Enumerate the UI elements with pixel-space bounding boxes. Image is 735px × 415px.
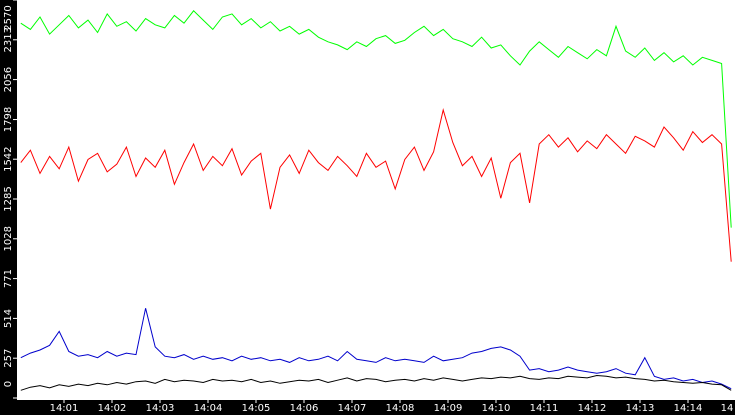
x-tick-label: 14:01 xyxy=(50,403,79,414)
y-tick-label: 514 xyxy=(3,309,14,328)
y-tick-label: 2313 xyxy=(3,27,14,52)
y-tick-label: 2570 xyxy=(3,5,14,30)
x-tick-label: 14:08 xyxy=(386,403,415,414)
y-tick-label: 1285 xyxy=(3,186,14,211)
x-tick-label: 14:03 xyxy=(146,403,175,414)
x-tick-label: 14:05 xyxy=(242,403,271,414)
x-tick-label: 14:14 xyxy=(674,403,703,414)
series-line xyxy=(20,308,732,390)
y-tick-label: 1798 xyxy=(3,107,14,132)
y-tick-label: 1028 xyxy=(3,226,14,251)
x-tick-label: 14:07 xyxy=(338,403,367,414)
x-tick-label: 14:13 xyxy=(626,403,655,414)
x-tick-label: 14:11 xyxy=(530,403,559,414)
x-tick-label: 14:12 xyxy=(578,403,607,414)
y-tick-label: 257 xyxy=(3,349,14,368)
y-tick-label: 771 xyxy=(3,269,14,288)
x-tick-label: 14:04 xyxy=(194,403,223,414)
x-tick-label: 14:09 xyxy=(434,403,463,414)
plot-area xyxy=(18,0,735,399)
series-line xyxy=(20,10,732,228)
y-tick-label: 1542 xyxy=(3,146,14,171)
series-line xyxy=(20,374,732,391)
series-line xyxy=(20,108,732,262)
y-tick-label: 2056 xyxy=(3,67,14,92)
x-tick-label: 14:10 xyxy=(482,403,511,414)
x-tick-label: 14 xyxy=(721,403,734,414)
y-tick-label: 0 xyxy=(3,381,14,387)
x-tick-label: 14:02 xyxy=(98,403,127,414)
x-tick-label: 14:06 xyxy=(290,403,319,414)
